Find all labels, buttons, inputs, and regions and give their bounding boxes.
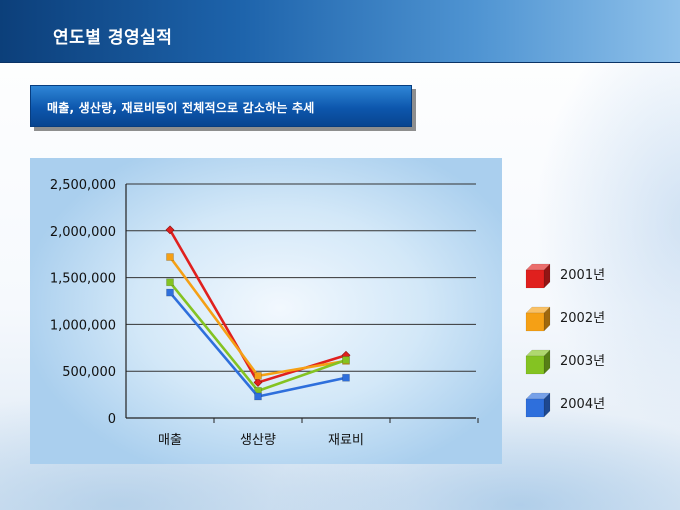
series-line xyxy=(168,229,347,384)
page-title: 연도별 경영실적 xyxy=(53,28,173,48)
legend-cube-icon xyxy=(525,392,551,418)
legend-label: 2003년 xyxy=(560,354,606,369)
subtitle-text: 매출, 생산량, 재료비등이 전체적으로 감소하는 추세 xyxy=(47,101,315,115)
y-tick-label: 1,500,000 xyxy=(50,272,116,287)
y-tick-label: 0 xyxy=(108,412,116,427)
data-point xyxy=(342,356,350,364)
chart-panel: 0 500,000 1,000,000 1,500,000 2,000,000 2,500… xyxy=(30,158,502,464)
legend-cube-icon xyxy=(525,263,551,289)
legend-label: 2002년 xyxy=(560,311,606,326)
subtitle-box: 매출, 생산량, 재료비등이 전체적으로 감소하는 추세 xyxy=(30,85,412,127)
legend-cube-icon xyxy=(525,306,551,332)
data-point xyxy=(166,278,174,287)
legend-item: 2004년 xyxy=(520,389,670,419)
x-tick-label: 생산량 xyxy=(240,433,276,448)
x-tick-label: 매출 xyxy=(158,433,182,448)
y-tick-label: 1,000,000 xyxy=(50,318,116,333)
y-tick-label: 2,500,000 xyxy=(50,178,116,193)
header-bar: 연도별 경영실적 xyxy=(0,0,680,63)
line-chart: 0 500,000 1,000,000 1,500,000 2,000,000 2,500… xyxy=(50,178,479,448)
legend-item: 2001년 xyxy=(520,260,670,290)
legend-cube-icon xyxy=(525,349,551,375)
legend-item: 2002년 xyxy=(520,303,670,333)
legend-label: 2001년 xyxy=(560,268,606,283)
data-point xyxy=(166,253,174,261)
data-point xyxy=(165,225,175,235)
legend-item: 2003년 xyxy=(520,346,670,376)
data-point xyxy=(253,378,263,387)
data-point xyxy=(166,288,174,297)
data-point xyxy=(342,373,350,382)
y-tick-label: 500,000 xyxy=(62,365,116,380)
legend-label: 2004년 xyxy=(560,397,606,412)
chart-legend: 2001년 2002년 2003년 2004년 xyxy=(520,260,670,420)
x-tick-label: 재료비 xyxy=(328,433,364,448)
y-tick-label: 2,000,000 xyxy=(50,225,116,240)
data-point xyxy=(254,392,262,401)
data-point xyxy=(254,372,262,380)
